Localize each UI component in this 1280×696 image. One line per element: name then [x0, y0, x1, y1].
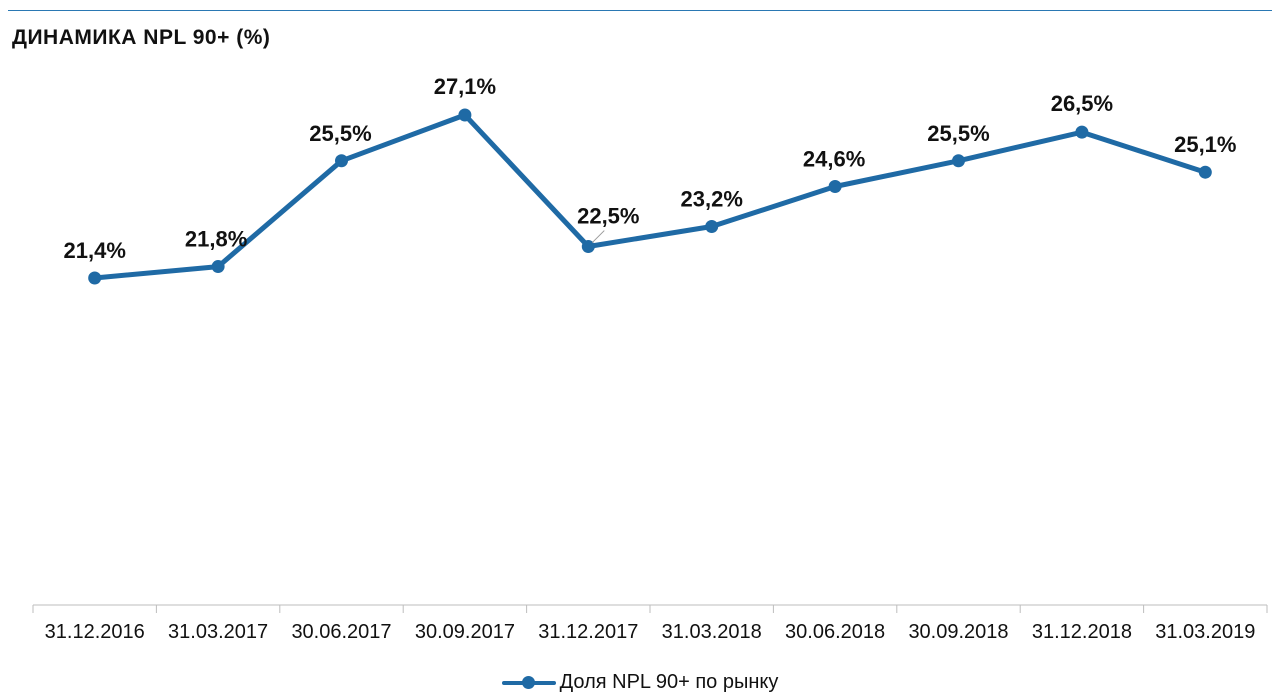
data-label: 21,8%: [185, 227, 247, 252]
chart-title: ДИНАМИКА NPL 90+ (%): [12, 26, 271, 49]
data-labels: 21,4% 21,8% 25,5% 27,1% 22,5% 23,2% 24,6% 25,5%…: [64, 74, 1237, 263]
data-point: [828, 179, 842, 193]
data-point: [1198, 165, 1212, 179]
legend: Доля NPL 90+ по рынку: [0, 668, 1280, 696]
data-point: [88, 271, 102, 285]
x-tick-label: 31.03.2019: [1155, 621, 1255, 643]
data-label: 21,4%: [64, 238, 126, 263]
data-label: 23,2%: [681, 187, 743, 212]
x-tick-label: 30.06.2017: [291, 621, 391, 643]
series-line: [92, 112, 1208, 281]
x-tick-label: 30.09.2017: [415, 621, 515, 643]
data-label: 25,1%: [1174, 132, 1236, 157]
top-rule: [8, 10, 1272, 11]
data-label: 22,5%: [577, 204, 639, 229]
data-point: [458, 108, 472, 122]
data-label: 25,5%: [927, 121, 989, 146]
label-leader-line: [591, 230, 605, 243]
data-point: [1075, 125, 1089, 139]
data-label: 25,5%: [309, 121, 371, 146]
x-tick-label: 31.12.2016: [45, 621, 145, 643]
legend-marker: [501, 675, 556, 689]
x-tick-label: 31.03.2017: [168, 621, 268, 643]
x-tick-label: 30.09.2018: [908, 621, 1008, 643]
data-label: 26,5%: [1051, 91, 1113, 116]
data-point: [335, 154, 348, 168]
data-point: [211, 260, 225, 274]
data-point: [952, 154, 965, 168]
x-tick-label: 31.03.2018: [662, 621, 762, 643]
line-chart: 31.12.2016 31.03.2017 30.06.2017 30.09.2017…: [32, 74, 1268, 643]
x-tick-label: 30.06.2018: [785, 621, 885, 643]
x-tick-label: 31.12.2018: [1032, 621, 1132, 643]
x-tick-label: 31.12.2017: [538, 621, 638, 643]
data-point: [581, 240, 595, 254]
x-axis: 31.12.2016 31.03.2017 30.06.2017 30.09.2017…: [32, 604, 1268, 643]
series-layer: [88, 108, 1212, 285]
legend-dot: [521, 676, 535, 689]
legend-label: Доля NPL 90+ по рынку: [559, 670, 779, 693]
data-label: 24,6%: [803, 146, 865, 171]
data-point: [705, 220, 719, 234]
data-label: 27,1%: [434, 74, 496, 99]
